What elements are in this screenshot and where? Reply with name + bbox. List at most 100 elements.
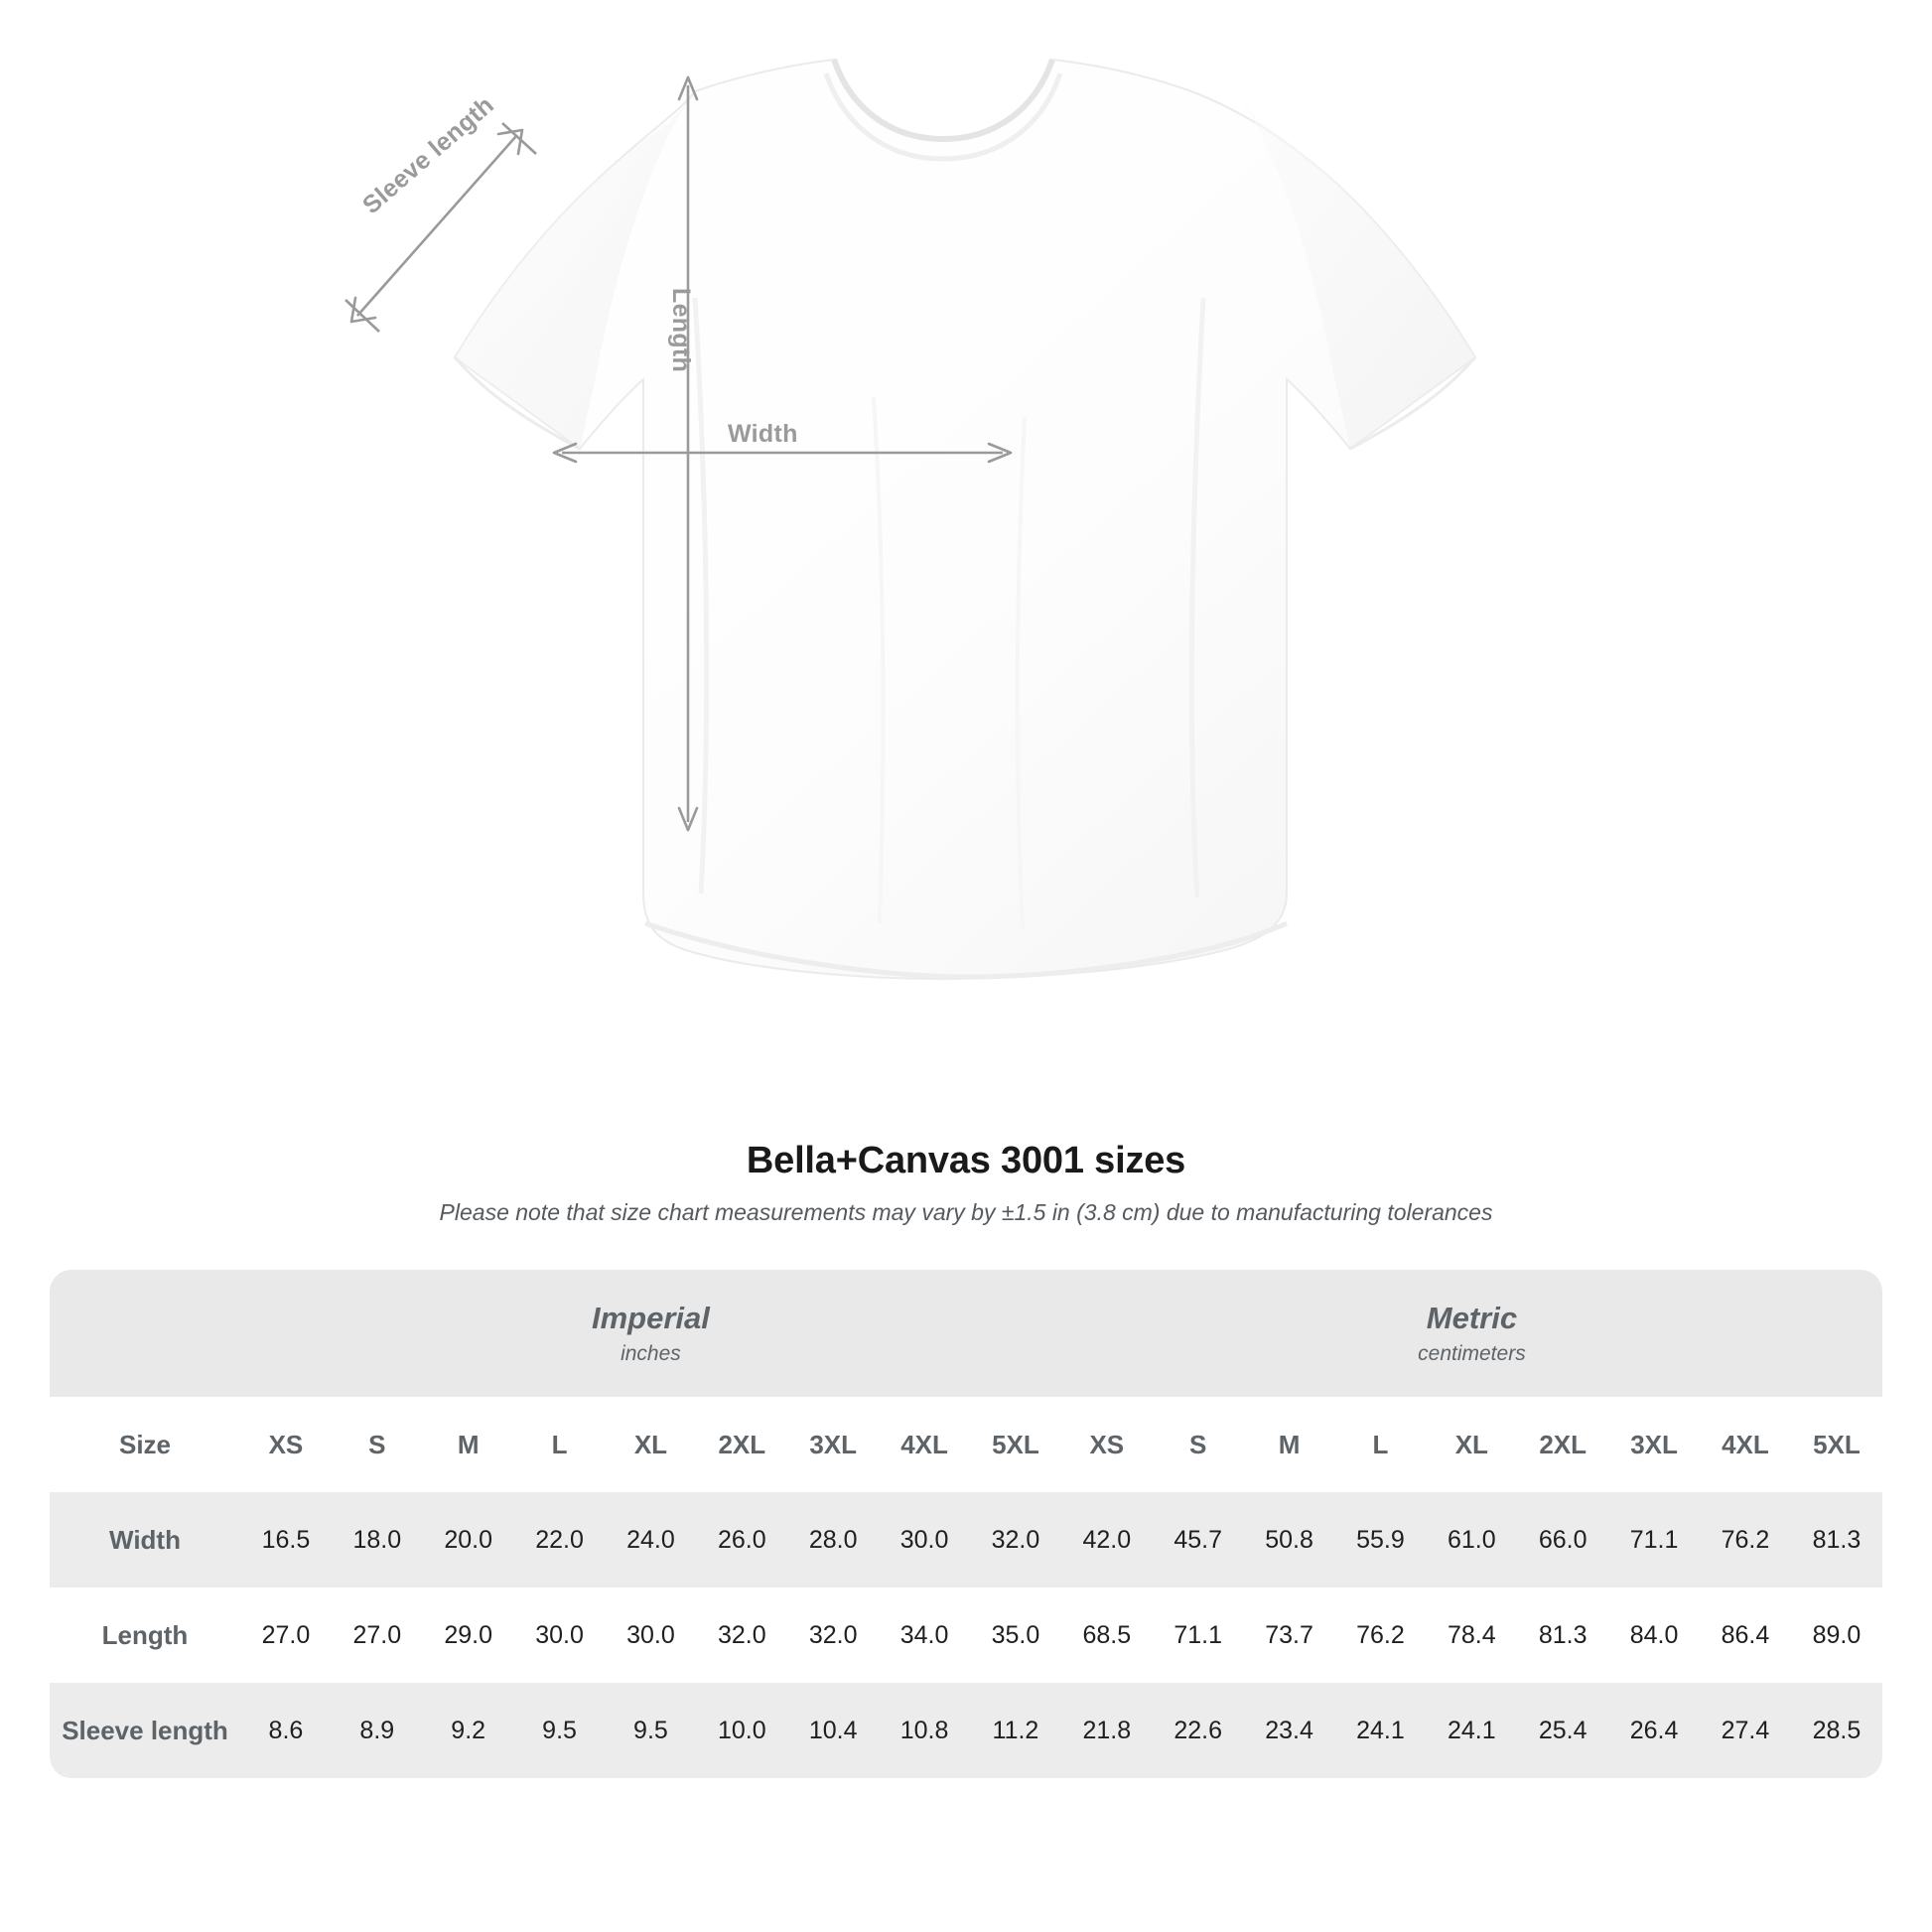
size-column-header-imperial-4xl: 4XL — [879, 1397, 970, 1492]
unit-name: Imperial — [591, 1301, 710, 1336]
page-title: Bella+Canvas 3001 sizes — [746, 1140, 1186, 1181]
cell-metric-width-m: 50.8 — [1243, 1492, 1335, 1587]
cell-imperial-sleeve-length-m: 9.2 — [422, 1683, 514, 1778]
size-column-header-metric-4xl: 4XL — [1700, 1397, 1791, 1492]
cell-imperial-length-xs: 27.0 — [240, 1587, 332, 1683]
size-table-body: Imperial inches Metric centimeters Size XS S M L… — [50, 1270, 1882, 1778]
row-header-width: Width — [50, 1492, 240, 1587]
cell-imperial-width-5xl: 32.0 — [970, 1492, 1061, 1587]
size-column-header-metric-xs: XS — [1060, 1397, 1153, 1492]
cell-imperial-width-3xl: 28.0 — [787, 1492, 880, 1587]
cell-metric-sleeve-length-5xl: 28.5 — [1790, 1683, 1882, 1778]
cell-imperial-length-xl: 30.0 — [605, 1587, 697, 1683]
cell-metric-length-xs: 68.5 — [1060, 1587, 1153, 1683]
size-table: Imperial inches Metric centimeters Size XS S M L… — [50, 1270, 1882, 1778]
size-column-header-metric-m: M — [1243, 1397, 1335, 1492]
row-header-sleeve-length: Sleeve length — [50, 1683, 240, 1778]
cell-metric-width-3xl: 71.1 — [1608, 1492, 1700, 1587]
cell-imperial-width-4xl: 30.0 — [879, 1492, 970, 1587]
size-column-header-imperial-xl: XL — [605, 1397, 697, 1492]
unit-name: Metric — [1426, 1301, 1518, 1336]
cell-metric-width-xl: 61.0 — [1426, 1492, 1518, 1587]
cell-metric-width-5xl: 81.3 — [1790, 1492, 1882, 1587]
size-column-header-imperial-3xl: 3XL — [787, 1397, 880, 1492]
size-table-wrapper: Imperial inches Metric centimeters Size XS S M L… — [50, 1270, 1882, 1778]
size-column-header-metric-xl: XL — [1426, 1397, 1518, 1492]
unit-header-imperial: Imperial inches — [240, 1270, 1061, 1397]
unit-subtitle: inches — [621, 1341, 681, 1365]
cell-metric-width-4xl: 76.2 — [1700, 1492, 1791, 1587]
cell-metric-length-5xl: 89.0 — [1790, 1587, 1882, 1683]
unit-band-row: Imperial inches Metric centimeters — [50, 1270, 1882, 1397]
cell-metric-sleeve-length-3xl: 26.4 — [1608, 1683, 1700, 1778]
cell-imperial-width-l: 22.0 — [513, 1492, 606, 1587]
size-column-header-imperial-l: L — [513, 1397, 606, 1492]
cell-metric-width-l: 55.9 — [1334, 1492, 1427, 1587]
size-column-header-imperial-m: M — [422, 1397, 514, 1492]
cell-metric-sleeve-length-xs: 21.8 — [1060, 1683, 1153, 1778]
page-subtitle: Please note that size chart measurements… — [439, 1199, 1493, 1225]
cell-metric-width-xs: 42.0 — [1060, 1492, 1153, 1587]
cell-imperial-sleeve-length-l: 9.5 — [513, 1683, 606, 1778]
cell-imperial-length-5xl: 35.0 — [970, 1587, 1061, 1683]
cell-metric-length-4xl: 86.4 — [1700, 1587, 1791, 1683]
size-column-header-imperial-s: S — [331, 1397, 423, 1492]
size-column-header-metric-2xl: 2XL — [1517, 1397, 1609, 1492]
cell-imperial-width-2xl: 26.0 — [696, 1492, 788, 1587]
unit-header-metric: Metric centimeters — [1060, 1270, 1882, 1397]
size-column-header-metric-s: S — [1152, 1397, 1244, 1492]
table-row: Length 27.0 27.0 29.0 30.0 30.0 32.0 32.0 34.0 35… — [50, 1587, 1882, 1683]
cell-metric-sleeve-length-s: 22.6 — [1152, 1683, 1244, 1778]
cell-imperial-width-s: 18.0 — [331, 1492, 423, 1587]
cell-imperial-length-m: 29.0 — [422, 1587, 514, 1683]
size-header-label: Size — [50, 1397, 240, 1492]
cell-metric-sleeve-length-2xl: 25.4 — [1517, 1683, 1609, 1778]
tshirt-diagram: Sleeve length Length Width — [345, 58, 1477, 981]
cell-imperial-length-3xl: 32.0 — [787, 1587, 880, 1683]
cell-imperial-sleeve-length-4xl: 10.8 — [879, 1683, 970, 1778]
cell-metric-length-m: 73.7 — [1243, 1587, 1335, 1683]
cell-metric-length-l: 76.2 — [1334, 1587, 1427, 1683]
table-row: Sleeve length 8.6 8.9 9.2 9.5 9.5 10.0 10.4 10.8… — [50, 1683, 1882, 1778]
size-header-row: Size XS S M L XL 2XL 3XL 4XL 5XL XS S M L XL 2XL 3XL 4XL 5… — [50, 1397, 1882, 1492]
cell-imperial-length-2xl: 32.0 — [696, 1587, 788, 1683]
cell-imperial-sleeve-length-3xl: 10.4 — [787, 1683, 880, 1778]
cell-imperial-width-m: 20.0 — [422, 1492, 514, 1587]
unit-subtitle: centimeters — [1418, 1341, 1526, 1365]
cell-imperial-sleeve-length-s: 8.9 — [331, 1683, 423, 1778]
cell-imperial-length-4xl: 34.0 — [879, 1587, 970, 1683]
sleeve-length-arrow — [345, 122, 537, 333]
size-column-header-metric-l: L — [1334, 1397, 1427, 1492]
cell-metric-length-xl: 78.4 — [1426, 1587, 1518, 1683]
cell-imperial-sleeve-length-xs: 8.6 — [240, 1683, 332, 1778]
length-label: Length — [667, 288, 695, 373]
cell-metric-length-s: 71.1 — [1152, 1587, 1244, 1683]
cell-metric-sleeve-length-xl: 24.1 — [1426, 1683, 1518, 1778]
size-column-header-metric-5xl: 5XL — [1790, 1397, 1882, 1492]
cell-imperial-sleeve-length-2xl: 10.0 — [696, 1683, 788, 1778]
cell-imperial-sleeve-length-5xl: 11.2 — [970, 1683, 1061, 1778]
cell-imperial-width-xl: 24.0 — [605, 1492, 697, 1587]
cell-metric-sleeve-length-4xl: 27.4 — [1700, 1683, 1791, 1778]
cell-imperial-width-xs: 16.5 — [240, 1492, 332, 1587]
size-column-header-imperial-5xl: 5XL — [970, 1397, 1061, 1492]
cell-metric-width-2xl: 66.0 — [1517, 1492, 1609, 1587]
unit-band-spacer — [50, 1270, 240, 1397]
tshirt-illustration — [345, 58, 1477, 981]
cell-metric-sleeve-length-m: 23.4 — [1243, 1683, 1335, 1778]
cell-imperial-length-l: 30.0 — [513, 1587, 606, 1683]
tshirt-body-shape — [453, 58, 1477, 981]
cell-imperial-length-s: 27.0 — [331, 1587, 423, 1683]
cell-metric-length-3xl: 84.0 — [1608, 1587, 1700, 1683]
table-row: Width 16.5 18.0 20.0 22.0 24.0 26.0 28.0 30.0 32.… — [50, 1492, 1882, 1587]
size-column-header-imperial-2xl: 2XL — [696, 1397, 788, 1492]
size-column-header-imperial-xs: XS — [240, 1397, 332, 1492]
cell-metric-width-s: 45.7 — [1152, 1492, 1244, 1587]
size-column-header-metric-3xl: 3XL — [1608, 1397, 1700, 1492]
row-header-length: Length — [50, 1587, 240, 1683]
measurement-arrows — [345, 75, 1013, 832]
width-arrow — [552, 442, 1013, 464]
width-label: Width — [728, 420, 798, 448]
cell-metric-sleeve-length-l: 24.1 — [1334, 1683, 1427, 1778]
